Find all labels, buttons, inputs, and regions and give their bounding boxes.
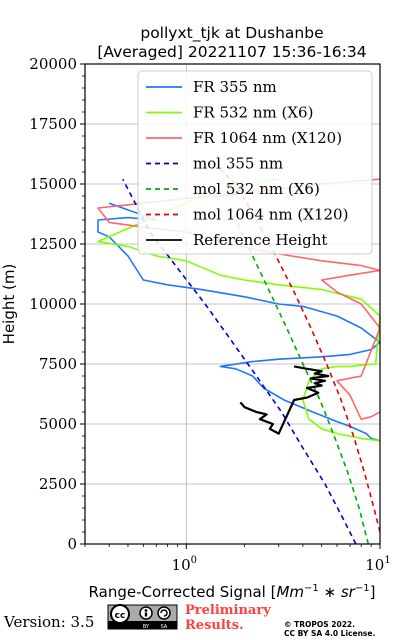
y-tick-label: 20000 — [29, 55, 77, 73]
x-axis-label: Range-Corrected Signal [Mm−1 ∗ sr−1] — [89, 583, 376, 601]
legend-label-fr-1064-nm-x120: FR 1064 nm (X120) — [193, 129, 342, 147]
copyright-line1: © TROPOS 2022. — [284, 620, 355, 629]
legend-label-fr-355-nm: FR 355 nm — [193, 78, 277, 96]
legend: FR 355 nm FR 532 nm (X6) FR 1064 nm (X120)… — [137, 70, 373, 255]
x-tick-label: 101 — [365, 555, 390, 574]
x-tick-label: 100 — [172, 555, 197, 574]
x-axis-unit-mult: ∗ sr — [319, 583, 356, 601]
y-tick-label: 10000 — [29, 295, 77, 313]
preliminary-label-line1: Preliminary — [185, 603, 271, 618]
x-axis-unit-exp2: −1 — [355, 583, 370, 594]
legend-label-mol-1064-nm-x120: mol 1064 nm (X120) — [193, 206, 348, 224]
svg-text:cc: cc — [115, 611, 126, 621]
preliminary-label-line2: Results. — [185, 618, 244, 633]
cc-license-badge: cc BY SA — [107, 604, 178, 630]
legend-label-mol-355-nm: mol 355 nm — [193, 155, 283, 173]
y-tick-label: 7500 — [39, 355, 77, 373]
copyright-line2: CC BY SA 4.0 License. — [284, 629, 375, 638]
chart-title: pollyxt_tjk at Dushanbe — [140, 24, 323, 43]
x-axis-unit-close: ] — [370, 583, 376, 601]
svg-text:BY: BY — [143, 624, 150, 630]
y-axis-label: Height (m) — [0, 264, 18, 345]
y-tick-label: 0 — [67, 535, 77, 553]
y-tick-label: 5000 — [39, 415, 77, 433]
x-axis-unit-exp1: −1 — [304, 583, 319, 594]
axis-ticks: 0 2500 5000 7500 10000 12500 15000 17500 20000 10… — [29, 55, 390, 574]
cc-icon — [110, 604, 130, 624]
series-line-mol-532-nm-x6 — [234, 219, 370, 544]
x-axis-label-text: Range-Corrected Signal [ — [89, 583, 277, 601]
x-axis-unit-mm: Mm — [276, 583, 304, 601]
series-line-fr-532-nm-x6 — [97, 178, 380, 442]
legend-label-fr-532-nm-x6: FR 532 nm (X6) — [193, 104, 313, 122]
series-line-mol-355-nm — [122, 178, 357, 544]
y-tick-label: 15000 — [29, 175, 77, 193]
sa-icon — [157, 606, 171, 620]
legend-label-reference-height: Reference Height — [193, 231, 327, 249]
legend-box — [137, 70, 373, 255]
svg-text:SA: SA — [161, 624, 168, 630]
y-tick-label: 17500 — [29, 115, 77, 133]
series-line-reference-height — [239, 365, 330, 435]
chart-subtitle: [Averaged] 20221107 15:36-16:34 — [97, 43, 366, 61]
legend-label-mol-532-nm-x6: mol 532 nm (X6) — [193, 180, 320, 198]
y-tick-label: 2500 — [39, 475, 77, 493]
series-line-fr-355-nm — [97, 202, 380, 442]
y-tick-label: 12500 — [29, 235, 77, 253]
version-label: Version: 3.5 — [3, 613, 94, 631]
